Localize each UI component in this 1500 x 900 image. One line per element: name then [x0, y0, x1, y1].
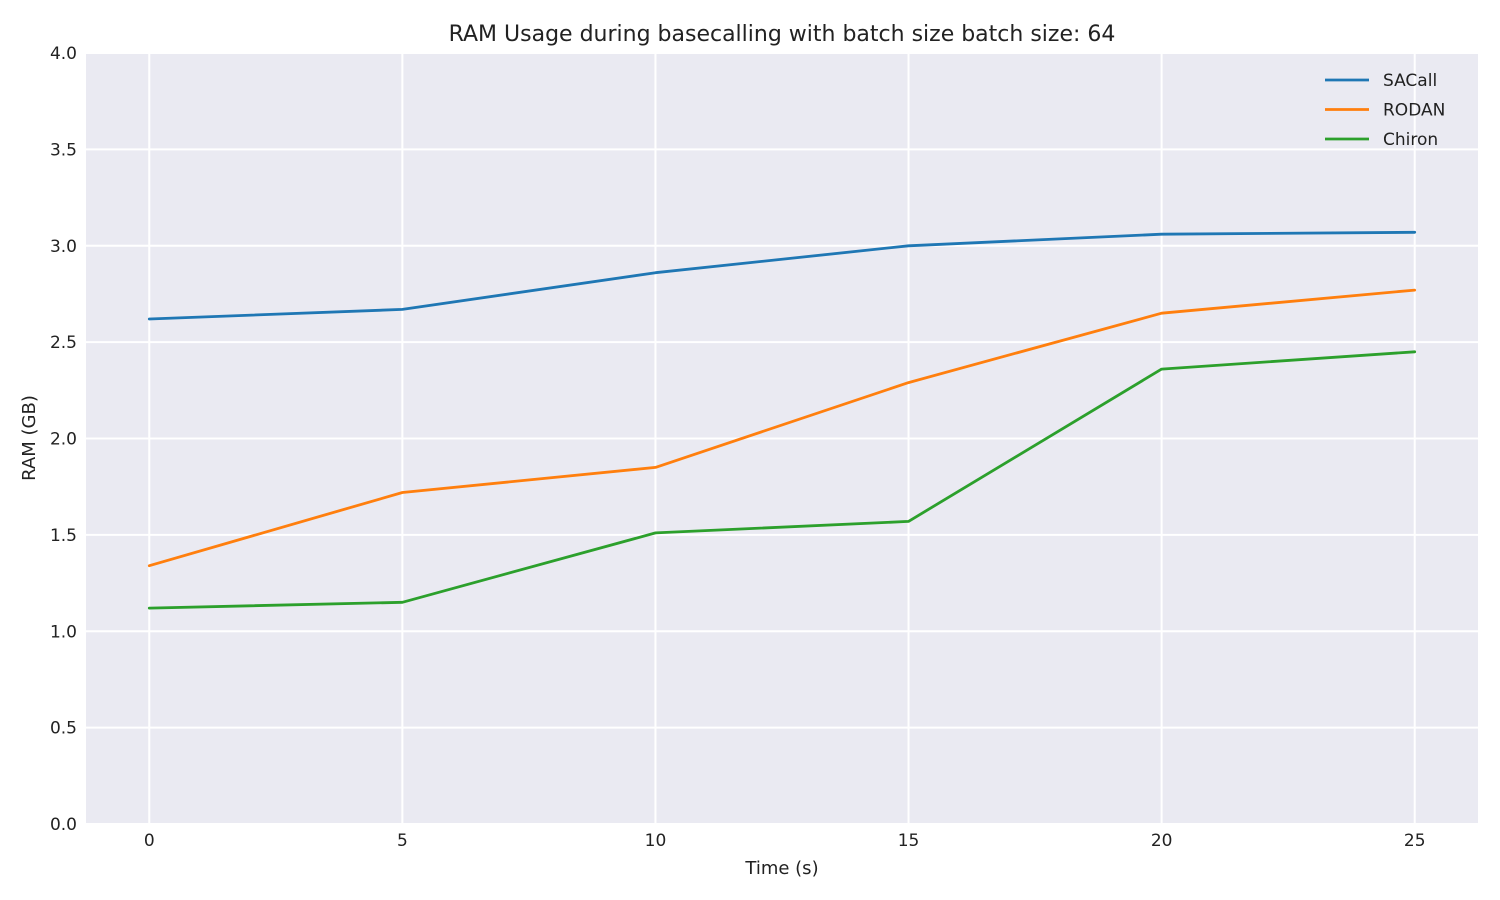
y-tick-label: 2.5: [50, 333, 77, 353]
legend: SACall RODAN Chiron: [1325, 71, 1445, 150]
y-tick-label: 3.5: [50, 140, 77, 160]
y-axis-label: RAM (GB): [19, 395, 40, 481]
y-tick-label: 1.5: [50, 526, 77, 546]
x-axis-label: Time (s): [744, 858, 818, 879]
chart-title: RAM Usage during basecalling with batch …: [449, 22, 1116, 47]
series-line-rodan: [147, 288, 1417, 568]
x-tick-label: 10: [645, 831, 667, 851]
x-tick-label: 0: [144, 831, 155, 851]
y-tick-label: 0.0: [50, 815, 77, 835]
y-tick-label: 0.5: [50, 719, 77, 739]
x-tick-label: 20: [1151, 831, 1173, 851]
x-tick-label: 25: [1404, 831, 1426, 851]
legend-label-sacall: SACall: [1383, 71, 1437, 91]
series-lines: [147, 230, 1417, 610]
x-tick-label: 15: [898, 831, 920, 851]
y-tick-label: 3.0: [50, 237, 77, 257]
grid-lines: [86, 52, 1478, 825]
legend-label-chiron: Chiron: [1383, 130, 1438, 150]
tick-labels: 0.0 0.5 1.0 1.5 2.0 2.5 3.0 3.5 4.0 0 5 10 15 20 25: [50, 44, 1426, 851]
y-tick-label: 4.0: [50, 44, 77, 64]
y-tick-label: 1.0: [50, 622, 77, 642]
x-tick-label: 5: [397, 831, 408, 851]
series-line-sacall: [147, 230, 1417, 321]
series-line-chiron: [147, 350, 1417, 610]
y-tick-label: 2.0: [50, 430, 77, 450]
legend-label-rodan: RODAN: [1383, 101, 1445, 121]
